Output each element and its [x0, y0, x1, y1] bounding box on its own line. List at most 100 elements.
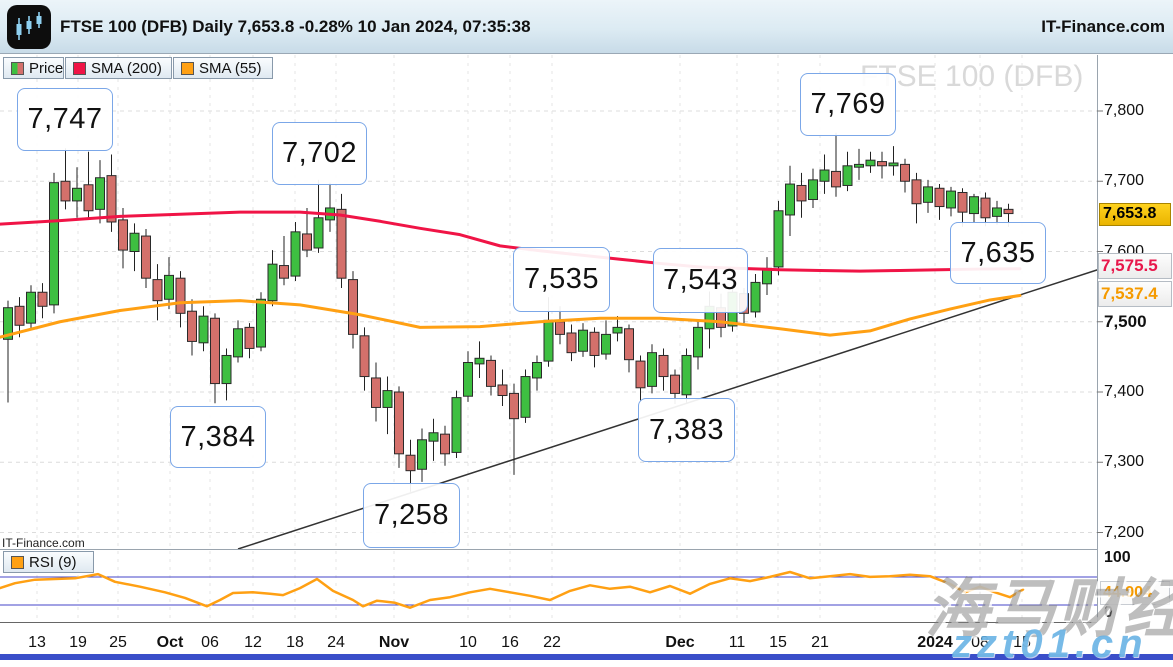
x-axis-label: 15: [1013, 634, 1031, 651]
candle-up: [946, 190, 956, 209]
candle-up: [865, 159, 876, 167]
price-annotation[interactable]: 7,769: [800, 73, 896, 136]
y-axis-label: 7,500: [1104, 311, 1147, 331]
cn-site-watermark: 海马财经: [925, 573, 1173, 645]
price-legend-label: Price: [29, 59, 64, 77]
candle-down: [486, 359, 496, 387]
bottom-blue-strip: [0, 654, 1173, 660]
candle-up: [49, 182, 59, 306]
candle-down: [106, 175, 117, 223]
price-annotation[interactable]: 7,543: [653, 248, 748, 313]
x-axis-label: Dec: [665, 634, 695, 651]
candle-up: [129, 232, 140, 252]
candle-up: [601, 333, 611, 355]
candle-down: [244, 326, 255, 349]
x-axis-label: 06: [201, 634, 219, 651]
candle-down: [83, 184, 94, 212]
candle-down: [980, 197, 991, 219]
candle-down: [831, 170, 841, 188]
candle-up: [520, 376, 531, 418]
candle-down: [394, 391, 404, 455]
candle-up: [72, 187, 82, 202]
title-bar: FTSE 100 (DFB) Daily 7,653.8 -0.28% 10 J…: [0, 0, 1173, 54]
price-annotation[interactable]: 7,258: [363, 483, 460, 548]
candle-down: [152, 279, 163, 302]
price-annotation[interactable]: 7,702: [272, 122, 367, 185]
rsi-scale-top: 100: [1104, 549, 1131, 566]
candle-up: [26, 291, 36, 324]
x-axis-label: 21: [811, 634, 829, 651]
candle-down: [635, 360, 646, 389]
price-legend-icon: [11, 61, 24, 75]
candle-up: [198, 315, 209, 344]
x-axis-label: 13: [28, 634, 46, 651]
candle-down: [302, 233, 312, 251]
sma55-value-tag: 7,537.4: [1098, 281, 1172, 307]
price-annotation[interactable]: 7,383: [638, 398, 735, 462]
candle-down: [911, 179, 922, 205]
price-annotation[interactable]: 7,535: [513, 247, 610, 312]
rsi-line[interactable]: [0, 570, 1025, 609]
candle-down: [359, 335, 370, 378]
sma55-line[interactable]: [0, 293, 1022, 339]
legend-price[interactable]: Price: [3, 57, 64, 79]
current-price-tag: 7,653.8: [1099, 202, 1171, 226]
instrument-title: FTSE 100 (DFB) Daily 7,653.8 -0.28% 10 J…: [60, 17, 531, 36]
rsi-legend-label: RSI (9): [29, 553, 77, 571]
sma200-value-tag: 7,575.5: [1098, 253, 1172, 279]
candle-down: [187, 310, 197, 342]
rsi-value-tag: 44.904: [1100, 581, 1170, 605]
candle-down: [497, 384, 508, 397]
candle-down: [210, 317, 220, 385]
x-axis-label: Oct: [156, 634, 184, 651]
candle-up: [417, 439, 427, 470]
x-axis-label: 10: [459, 634, 477, 651]
candle-up: [382, 390, 393, 408]
candle-down: [279, 265, 289, 279]
candle-up: [313, 217, 324, 249]
candle-up: [463, 361, 473, 397]
candle-down: [118, 219, 128, 251]
x-axis-label: 24: [327, 634, 345, 651]
y-axis-label: 7,200: [1104, 523, 1145, 541]
candle-up: [578, 329, 588, 352]
candle-up: [95, 177, 105, 210]
candle-up: [808, 179, 818, 201]
candle-up: [969, 196, 979, 215]
candle-down: [509, 392, 519, 420]
x-axis-label: 25: [109, 634, 127, 651]
x-axis-label: 2024: [917, 634, 953, 651]
candle-down: [670, 374, 680, 394]
y-axis-label: 7,700: [1104, 172, 1145, 190]
x-axis-label: 15: [769, 634, 787, 651]
brand-link[interactable]: IT-Finance.com: [1041, 17, 1165, 36]
candle-down: [60, 180, 71, 202]
x-axis-label: 11: [728, 634, 746, 651]
candle-down: [877, 161, 887, 167]
site-watermark-small: IT-Finance.com: [2, 536, 85, 550]
y-axis-label: 7,400: [1104, 383, 1145, 400]
candle-down: [440, 433, 450, 455]
candle-up: [693, 326, 703, 358]
price-annotation[interactable]: 7,747: [17, 88, 113, 151]
candle-down: [934, 187, 945, 208]
legend-sma200[interactable]: SMA (200): [65, 57, 172, 79]
candle-down: [175, 277, 186, 314]
legend-sma55[interactable]: SMA (55): [173, 57, 273, 79]
x-axis-label: 19: [69, 634, 87, 651]
price-annotation[interactable]: 7,384: [170, 406, 266, 468]
candle-up: [290, 231, 301, 277]
candle-down: [589, 331, 600, 356]
candle-up: [267, 263, 278, 302]
candlestick-chart-icon[interactable]: [7, 5, 51, 49]
chart-watermark: FTSE 100 (DFB): [860, 60, 1084, 93]
candle-up: [923, 186, 933, 203]
price-annotation[interactable]: 7,635: [950, 222, 1046, 284]
candle-down: [348, 279, 358, 335]
legend-rsi[interactable]: RSI (9): [3, 551, 94, 573]
candle-down: [336, 208, 347, 279]
candle-up: [3, 307, 13, 340]
x-axis-label: 18: [286, 634, 304, 651]
candle-down: [371, 377, 381, 408]
candle-up: [819, 169, 830, 182]
